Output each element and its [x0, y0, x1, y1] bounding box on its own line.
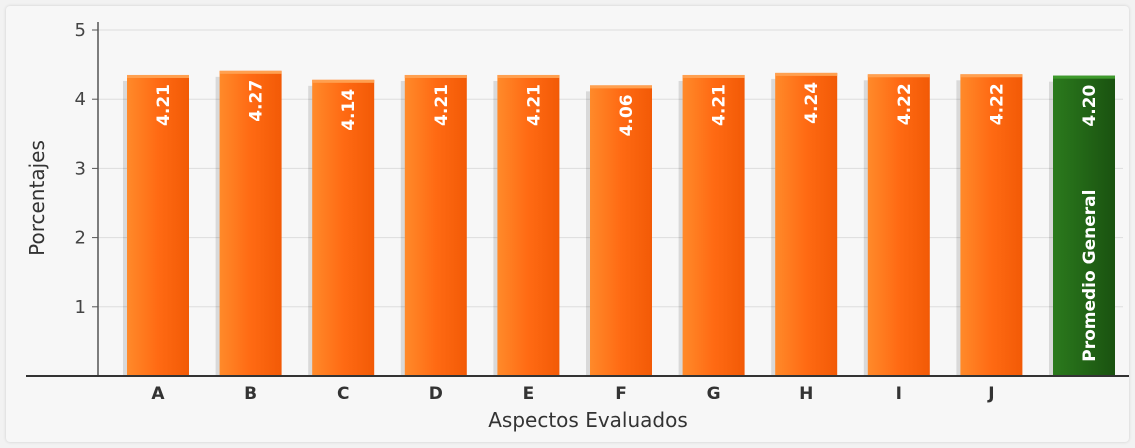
chart-panel: 4.21 4.27 4.14 4.21 4.21 4.06 4.21 4.24 4.22 4.22…	[6, 6, 1129, 442]
bar	[219, 70, 282, 376]
bar-top-highlight	[867, 74, 930, 78]
x-axis-title: Aspectos Evaluados	[488, 408, 688, 432]
y-tick-label: 5	[75, 20, 86, 41]
summary-bar	[1053, 75, 1115, 376]
bar-top-highlight	[219, 70, 282, 74]
bar	[127, 74, 189, 376]
bars: 4.21 4.27 4.14 4.21 4.21 4.06 4.21 4.24 4.22 4.22…	[123, 70, 1115, 377]
y-tick-label: 1	[75, 297, 86, 318]
bar-top-highlight	[1053, 75, 1115, 79]
x-tick-label: E	[523, 384, 535, 404]
summary-bar-label: Promedio General	[1080, 190, 1100, 362]
x-tick-label: F	[615, 384, 627, 404]
bar	[312, 79, 375, 376]
bar-top-highlight	[590, 85, 652, 89]
y-axis-title: Porcentajes	[25, 140, 49, 256]
x-tick-label: J	[987, 384, 994, 404]
x-tick-label: H	[799, 384, 813, 404]
x-axis: A B C D E F G H I J	[26, 375, 1129, 404]
bar	[682, 74, 745, 376]
y-tick-label: 2	[75, 228, 86, 249]
bar-top-highlight	[682, 74, 745, 78]
bar-value-label: 4.14	[339, 89, 359, 131]
bar-value-label: 4.24	[802, 82, 822, 124]
bar	[497, 74, 560, 376]
y-tick-label: 4	[75, 89, 86, 110]
bar-top-highlight	[775, 72, 838, 76]
bar-value-label: 4.21	[710, 84, 730, 126]
bar-top-highlight	[312, 79, 375, 83]
bar-value-label: 4.21	[432, 84, 452, 126]
x-tick-label: D	[429, 384, 443, 404]
bar-top-highlight	[404, 74, 467, 78]
bar	[590, 85, 652, 377]
bar-value-label: 4.06	[617, 94, 637, 136]
bar-top-highlight	[960, 74, 1023, 78]
bar-value-label: 4.22	[895, 83, 915, 125]
x-tick-label: B	[244, 384, 257, 404]
bar-value-label: 4.27	[247, 80, 267, 122]
x-tick-label: A	[151, 384, 165, 404]
bar	[775, 72, 838, 377]
x-tick-label: I	[896, 384, 902, 404]
bar	[867, 74, 930, 377]
y-axis: 1 2 3 4 5	[75, 20, 99, 376]
bar	[960, 74, 1023, 377]
bar-top-highlight	[127, 74, 189, 78]
bar-top-highlight	[497, 74, 560, 78]
bar-value-label: 4.22	[987, 83, 1007, 125]
bar-value-label: 4.21	[524, 84, 544, 126]
summary-value-label: 4.20	[1080, 85, 1100, 127]
bar	[404, 74, 467, 376]
bar-value-label: 4.21	[154, 84, 174, 126]
y-tick-label: 3	[75, 158, 86, 179]
bar-chart: 4.21 4.27 4.14 4.21 4.21 4.06 4.21 4.24 4.22 4.22…	[25, 20, 1129, 432]
x-tick-label: G	[707, 384, 721, 404]
x-tick-label: C	[337, 384, 349, 404]
